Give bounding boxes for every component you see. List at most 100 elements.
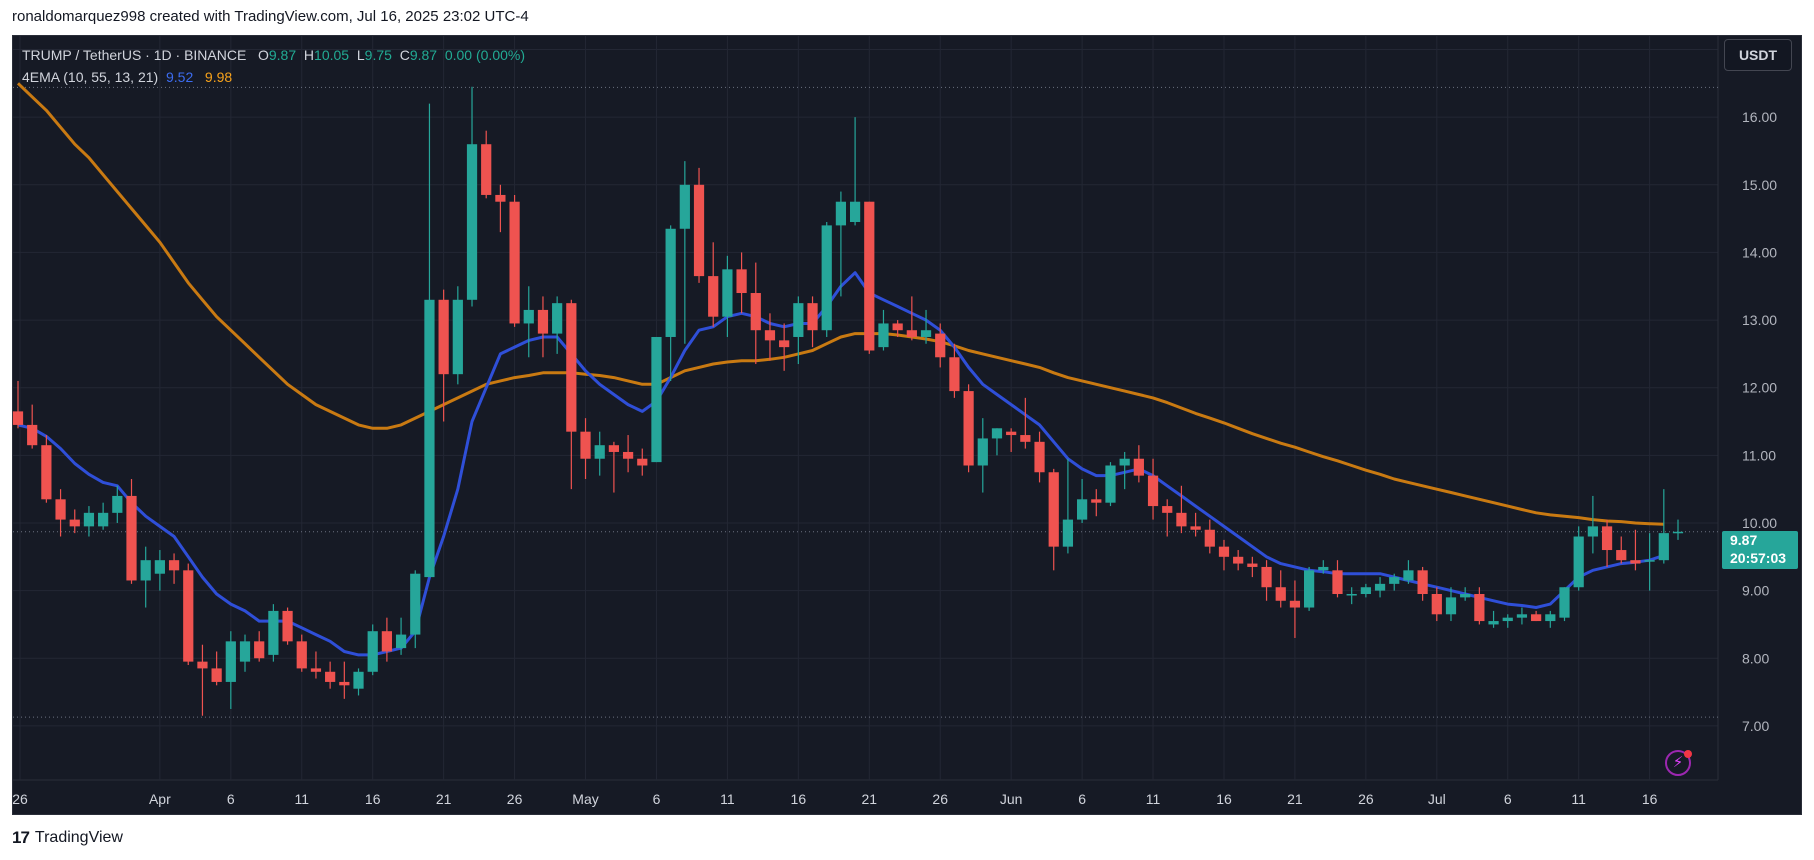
chart-frame[interactable] [12,35,1802,815]
candle-body [1119,458,1130,466]
x-tick-label: 6 [227,791,235,807]
candle-body [1360,587,1371,594]
candle-body [622,451,634,459]
candle-body [637,458,648,466]
close-label: C [399,47,410,63]
x-tick-label: 21 [1287,791,1303,807]
candle-body [793,303,804,337]
chart-credit: ronaldomarquez998 created with TradingVi… [12,8,529,25]
candle-body [1601,526,1613,551]
candle-body [339,681,350,686]
last-price-value: 9.87 [1730,532,1758,548]
notification-dot-icon [1684,750,1692,758]
candle-body [807,303,818,331]
candle-body [750,293,761,331]
candle-body [239,641,251,662]
x-tick-label: 26 [12,791,28,807]
candle-body [963,391,974,466]
candle-body [906,330,917,337]
bar-countdown: 20:57:03 [1730,550,1787,566]
candle-body [1672,531,1684,534]
x-tick-label: 11 [1571,791,1586,807]
candle-body [296,641,307,669]
y-tick-label: 12.00 [1742,380,1777,396]
candle-body [1502,617,1513,622]
candle-body [722,269,733,317]
indicator-label[interactable]: 4EMA (10, 55, 13, 21) [22,69,159,85]
open-label: O [257,47,269,63]
candle-body [395,634,407,649]
currency-button[interactable]: USDT [1724,39,1792,71]
candle-body [1162,506,1173,513]
y-tick-label: 14.00 [1742,244,1777,260]
candle-body [168,560,180,571]
candle-body [892,323,903,331]
candle-body [594,445,605,459]
low-label: L [356,47,365,63]
candle-body [991,428,1003,439]
candle-body [736,269,747,294]
candle-body [1616,550,1627,561]
x-tick-label: Apr [149,791,171,807]
candle-body [1289,600,1301,608]
candle-body [69,519,80,527]
tradingview-logo-icon: 17 [12,828,30,847]
footer-brand[interactable]: 17 TradingView [12,828,123,848]
candle-body [1247,563,1258,567]
x-tick-label: 16 [365,791,381,807]
candle-body [1275,587,1286,601]
candle-body [849,201,861,222]
change-value: 0.00 (0.00%) [444,47,526,63]
x-tick-label: 21 [436,791,452,807]
candle-body [211,668,222,682]
candle-body [254,641,265,659]
candle-body [878,323,889,348]
candle-body [1644,560,1655,562]
x-tick-label: 6 [1504,791,1512,807]
high-label: H [303,47,315,63]
candle-body [41,445,52,500]
candle-body [1304,570,1315,608]
candle-body [1006,431,1017,436]
close-value: 9.87 [409,47,438,63]
ema-slow-line [16,82,1664,526]
candle-body [310,668,322,672]
candle-body [1374,583,1386,591]
candle-body [665,228,676,337]
candle-body [27,424,38,446]
candle-body [154,560,165,574]
candle-body [1176,512,1187,527]
candle-body [864,201,875,351]
x-tick-label: 11 [1146,791,1161,807]
candle-body [197,661,208,669]
candle-body [140,560,151,581]
y-tick-label: 8.00 [1742,650,1769,666]
candle-body [1062,519,1074,547]
candle-body [282,610,293,642]
footer-brand-label: TradingView [34,829,123,846]
symbol-label[interactable]: TRUMP / TetherUS · 1D · BINANCE [22,47,247,63]
candle-body [353,671,364,689]
candle-body [651,336,662,463]
candle-body [1587,526,1598,537]
candle-body [1048,472,1059,547]
candle-body [1133,458,1144,476]
candle-body [1332,570,1343,594]
candle-body [1573,536,1584,588]
lightning-icon[interactable]: ⚡ [1665,750,1691,776]
candle-body [1431,594,1442,615]
candle-body [183,570,194,662]
ema-fast-value: 9.52 [165,69,194,85]
y-tick-label: 16.00 [1742,109,1777,125]
candle-body [1233,556,1244,564]
x-tick-label: 11 [294,791,309,807]
candle-body [225,641,236,682]
candle-body [821,225,832,331]
candle-body [608,445,620,452]
y-tick-label: 15.00 [1742,177,1777,193]
candle-body [1091,499,1102,503]
candle-body [1261,566,1272,588]
x-tick-label: 11 [720,791,735,807]
candle-body [1020,435,1031,442]
